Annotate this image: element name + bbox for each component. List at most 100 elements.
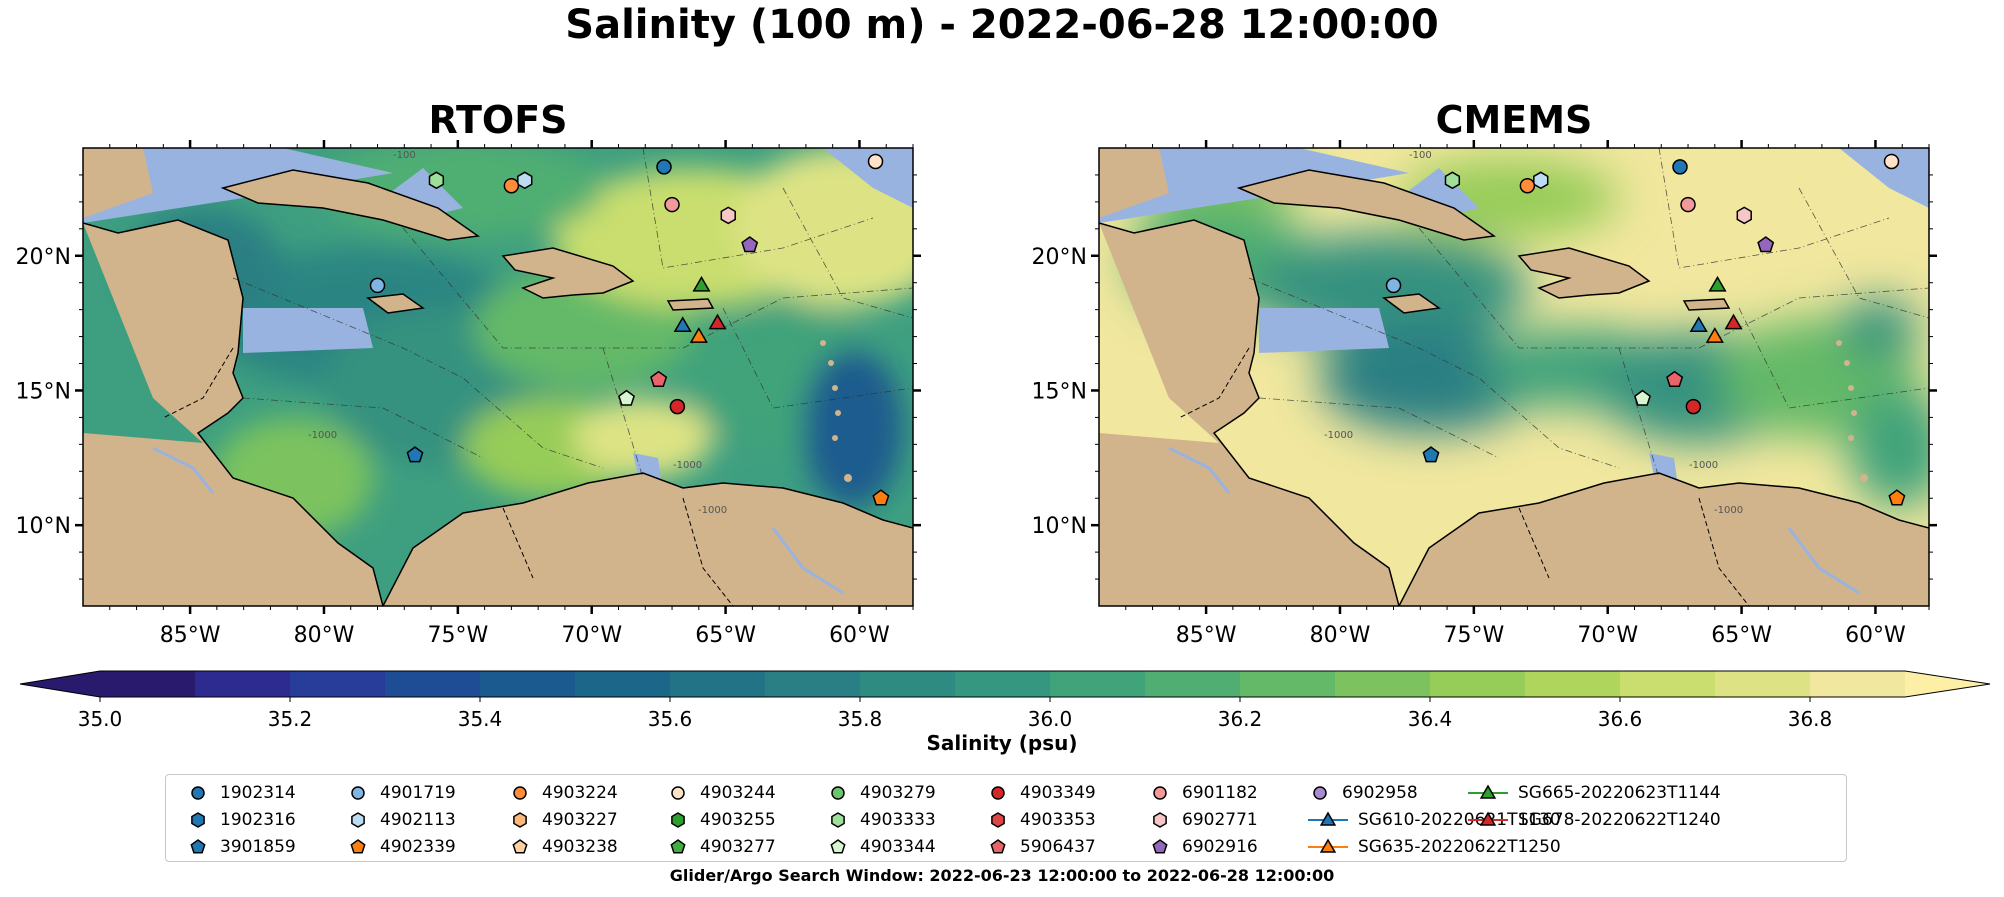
legend-label: 6902958: [1342, 783, 1418, 803]
map-axes: 85°W 80°W 75°W 70°W 65°W 60°W 20°N 15°N 10°N 85°W…: [16, 140, 1937, 648]
marker-6902916: [741, 236, 759, 253]
lon-tick-label: 60°W: [829, 623, 890, 648]
legend-marker-icon: [1308, 811, 1348, 826]
legend-circle-icon: [351, 786, 365, 800]
map-cmems: [1098, 147, 1930, 607]
colorbar-bin: [195, 671, 291, 697]
legend-label: 4902339: [380, 837, 456, 857]
map-rtofs: [82, 147, 914, 607]
legend-label: 4901719: [380, 783, 456, 803]
legend-item: 4903255: [666, 808, 776, 832]
colorbar-bin: [1525, 671, 1621, 697]
legend-label: 3901859: [220, 837, 296, 857]
legend-pentagon-icon: [512, 839, 528, 854]
colorbar-tick-label: 35.4: [458, 707, 503, 731]
colorbar-bin: [480, 671, 576, 697]
lon-tick-label: 65°W: [695, 623, 756, 648]
marker-4903224: [1519, 177, 1536, 194]
colorbar-bin: [1715, 671, 1811, 697]
legend-hexagon-icon: [191, 812, 205, 828]
legend-label: 4903344: [860, 837, 936, 857]
colorbar-bin: [1430, 671, 1526, 697]
lon-tick-label: 70°W: [561, 623, 622, 648]
colorbar-bin: [100, 671, 196, 697]
panel-title-rtofs: RTOFS: [428, 98, 568, 142]
marker-6901182: [1680, 196, 1696, 213]
marker-SG665-20220623T1144: [1708, 275, 1727, 292]
legend-circle-icon: [1313, 786, 1327, 800]
legend-marker-icon: [350, 839, 366, 854]
legend-pentagon-icon: [990, 839, 1006, 854]
legend-label: SG665-20220623T1144: [1518, 783, 1721, 803]
marker-6901182: [664, 196, 680, 213]
legend-hexagon-icon: [991, 812, 1005, 828]
legend-label: 6901182: [1182, 783, 1258, 803]
legend-pentagon-icon: [830, 839, 846, 854]
legend-marker-icon: [351, 812, 365, 828]
legend-label: 4903255: [700, 810, 776, 830]
colorbar-bin: [765, 671, 861, 697]
colorbar-tick-label: 36.8: [1788, 707, 1833, 731]
colorbar-bin: [1335, 671, 1431, 697]
legend-label: 4903279: [860, 783, 936, 803]
legend-item: 4903333: [826, 808, 936, 832]
legend-marker-icon: [830, 839, 846, 854]
colorbar-bin: [955, 671, 1051, 697]
legend-marker-icon: [671, 786, 685, 800]
legend-label: 4903277: [700, 837, 776, 857]
legend-label: SG678-20220622T1240: [1518, 810, 1721, 830]
marker-SG635-20220622T1250: [1705, 327, 1724, 343]
legend-label: 4903353: [1020, 810, 1096, 830]
colorbar-tick-label: 35.2: [268, 707, 313, 731]
marker-1902314: [1672, 159, 1688, 175]
colorbar-bin: [1810, 671, 1906, 697]
legend-triangle-icon: [1319, 811, 1337, 826]
marker-4902339: [1888, 489, 1906, 506]
lon-tick-label: 80°W: [1310, 623, 1371, 648]
marker-4902339: [872, 489, 890, 506]
marker-1902314: [656, 159, 672, 175]
legend-label: SG635-20220622T1250: [1358, 837, 1561, 857]
lat-tick-label: 15°N: [1032, 379, 1087, 404]
legend-marker-icon: [1152, 839, 1168, 854]
marker-4901719: [369, 277, 386, 294]
legend-pentagon-icon: [350, 839, 366, 854]
legend-item: 6902916: [1148, 835, 1258, 859]
legend-marker-icon: [1308, 838, 1348, 853]
legend-label: 4903224: [542, 783, 618, 803]
marker-5906437: [1666, 370, 1684, 387]
legend-marker-icon: [991, 812, 1005, 828]
lon-tick-label: 60°W: [1845, 623, 1906, 648]
lon-tick-label: 80°W: [294, 623, 355, 648]
colorbar-bin: [860, 671, 956, 697]
legend-item: SG665-20220623T1144: [1468, 781, 1721, 805]
legend-item: 4903279: [826, 781, 936, 805]
lon-tick-label: 75°W: [1443, 623, 1504, 648]
legend-item: 4903224: [508, 781, 618, 805]
lat-tick-label: 20°N: [1032, 245, 1087, 270]
legend-label: 1902314: [220, 783, 296, 803]
legend-label: 4903227: [542, 810, 618, 830]
legend-marker-icon: [831, 812, 845, 828]
legend-triangle-icon: [1479, 784, 1497, 799]
colorbar-bin: [575, 671, 671, 697]
colorbar: 35.0 35.2 35.4 35.6 35.8 36.0 36.2 36.4 36.6 36.8: [19, 670, 1991, 731]
legend-item: 6902958: [1308, 781, 1418, 805]
marker-5906437: [650, 370, 668, 387]
colorbar-bin: [1050, 671, 1146, 697]
colorbar-label: Salinity (psu): [926, 731, 1078, 755]
marker-4901719: [1385, 277, 1402, 294]
legend-marker-icon: [351, 786, 365, 800]
marker-4903344: [1634, 389, 1651, 406]
legend-hexagon-icon: [513, 812, 527, 828]
lon-tick-label: 85°W: [160, 623, 221, 648]
legend-hexagon-icon: [671, 812, 685, 828]
legend-triangle-icon: [1479, 811, 1497, 826]
lat-tick-label: 20°N: [16, 245, 71, 270]
legend-item: 4903244: [666, 781, 776, 805]
legend-marker-icon: [191, 812, 205, 828]
lat-tick-label: 10°N: [16, 514, 71, 539]
legend-item: 3901859: [186, 835, 296, 859]
legend-item: 5906437: [986, 835, 1096, 859]
